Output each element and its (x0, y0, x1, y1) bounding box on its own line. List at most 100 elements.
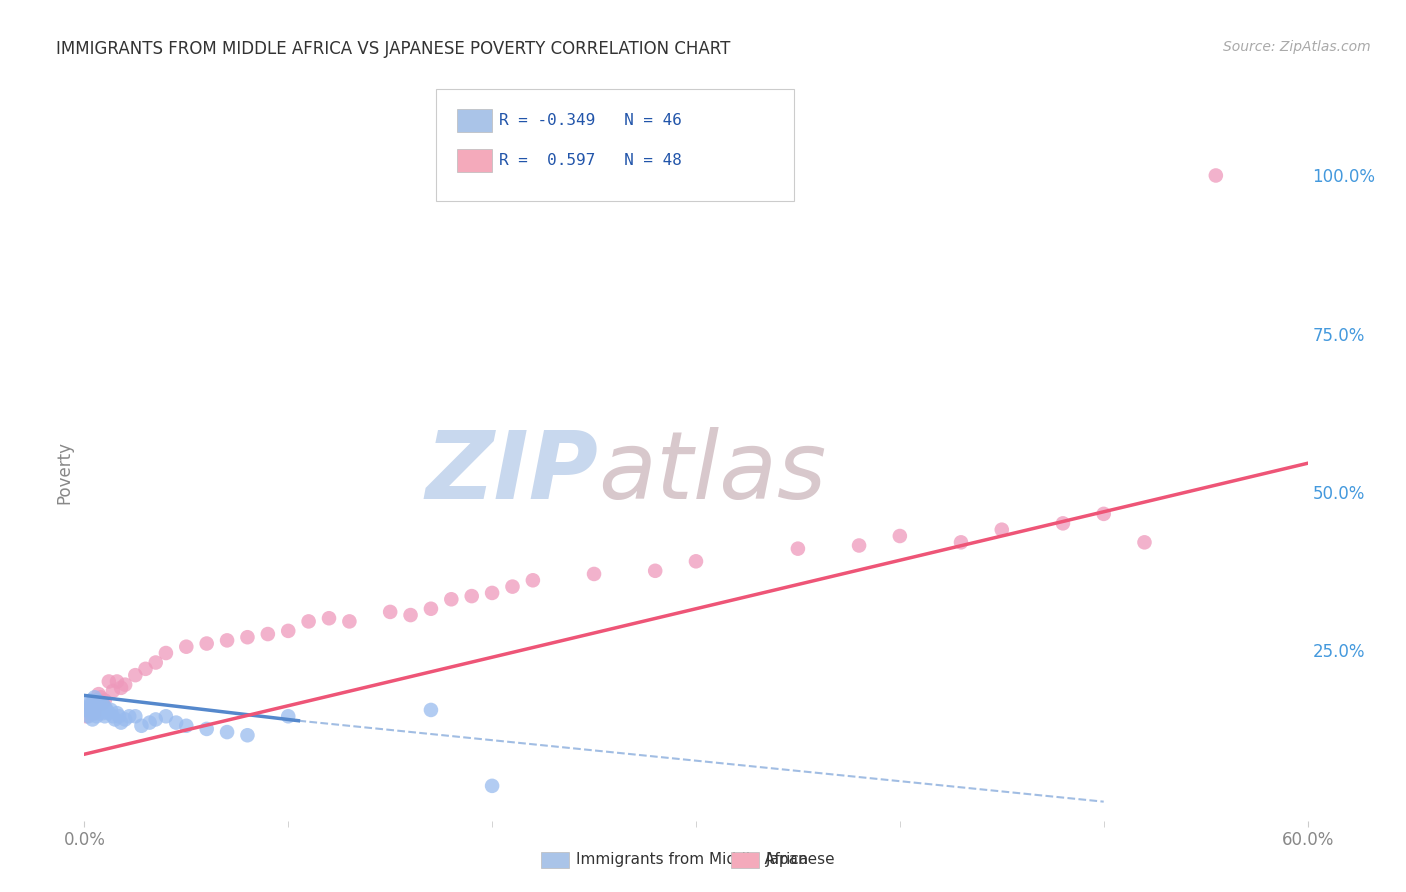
Point (91, 706, 114, 720)
Point (93, 693, 117, 707)
Point (93, 709, 117, 723)
Point (97, 674, 120, 689)
Point (277, 709, 299, 723)
Text: Source: ZipAtlas.com: Source: ZipAtlas.com (1223, 40, 1371, 54)
Point (105, 706, 128, 720)
Point (176, 719, 198, 733)
Point (440, 592, 463, 607)
Point (86, 709, 108, 723)
Point (257, 627, 280, 641)
Point (100, 703, 122, 717)
Point (1052, 516, 1074, 531)
Point (848, 539, 870, 553)
Point (90, 697, 112, 711)
Point (502, 580, 524, 594)
Point (138, 715, 160, 730)
Point (79, 706, 101, 720)
Point (79, 697, 101, 711)
Point (83, 699, 105, 714)
Text: ZIP: ZIP (425, 426, 598, 519)
Text: R =  0.597   N = 48: R = 0.597 N = 48 (499, 153, 682, 168)
Point (83, 706, 105, 720)
Point (165, 715, 187, 730)
Point (145, 656, 167, 670)
Point (236, 630, 259, 644)
Point (420, 703, 443, 717)
Point (318, 611, 340, 625)
Point (145, 713, 167, 727)
Point (195, 636, 218, 650)
Point (86, 703, 108, 717)
Y-axis label: Poverty: Poverty (55, 442, 73, 504)
Point (135, 662, 157, 676)
Point (195, 722, 218, 736)
Point (86, 693, 108, 707)
Point (91, 697, 114, 711)
Point (399, 608, 422, 623)
Point (104, 713, 127, 727)
Point (787, 541, 810, 556)
Point (583, 566, 606, 581)
Point (83, 706, 105, 720)
Point (380, 605, 402, 619)
Text: R = -0.349   N = 46: R = -0.349 N = 46 (499, 113, 682, 128)
Point (217, 725, 239, 739)
Text: Japanese: Japanese (766, 853, 837, 867)
Point (82, 697, 104, 711)
Point (101, 684, 124, 698)
Point (155, 646, 177, 660)
Point (644, 564, 666, 578)
Point (87, 687, 110, 701)
Point (82, 703, 104, 717)
Point (101, 709, 124, 723)
Point (83, 690, 105, 705)
Point (950, 535, 973, 549)
Point (77, 709, 100, 723)
Point (90, 703, 112, 717)
Text: atlas: atlas (598, 427, 827, 518)
Point (114, 678, 136, 692)
Text: IMMIGRANTS FROM MIDDLE AFRICA VS JAPANESE POVERTY CORRELATION CHART: IMMIGRANTS FROM MIDDLE AFRICA VS JAPANES… (56, 40, 731, 58)
Point (75, 709, 97, 723)
Point (108, 709, 131, 723)
Point (110, 681, 132, 695)
Point (114, 713, 136, 727)
Point (176, 640, 198, 654)
Point (75, 703, 97, 717)
Point (131, 719, 153, 733)
Point (339, 615, 361, 629)
Point (87, 699, 110, 714)
Point (277, 624, 299, 638)
Point (82, 697, 104, 711)
Point (86, 693, 108, 707)
Point (110, 715, 132, 730)
Point (889, 529, 911, 543)
Point (82, 713, 104, 727)
Point (105, 674, 128, 689)
Point (90, 690, 112, 705)
Point (420, 601, 443, 615)
Point (461, 589, 484, 603)
Point (79, 693, 101, 707)
Point (91, 697, 114, 711)
Point (93, 699, 117, 714)
Point (124, 709, 146, 723)
Point (155, 709, 177, 723)
Point (481, 586, 503, 600)
Point (77, 703, 100, 717)
Point (118, 709, 141, 723)
Point (1133, 535, 1156, 549)
Point (124, 668, 146, 682)
Point (96, 703, 118, 717)
Point (77, 699, 100, 714)
Point (97, 706, 120, 720)
Point (481, 779, 503, 793)
Point (1092, 507, 1115, 521)
Text: Immigrants from Middle Africa: Immigrants from Middle Africa (576, 853, 808, 867)
Point (79, 699, 101, 714)
Point (991, 523, 1014, 537)
Point (298, 615, 321, 629)
Point (1205, 169, 1227, 183)
Point (236, 728, 259, 742)
Point (217, 633, 239, 648)
